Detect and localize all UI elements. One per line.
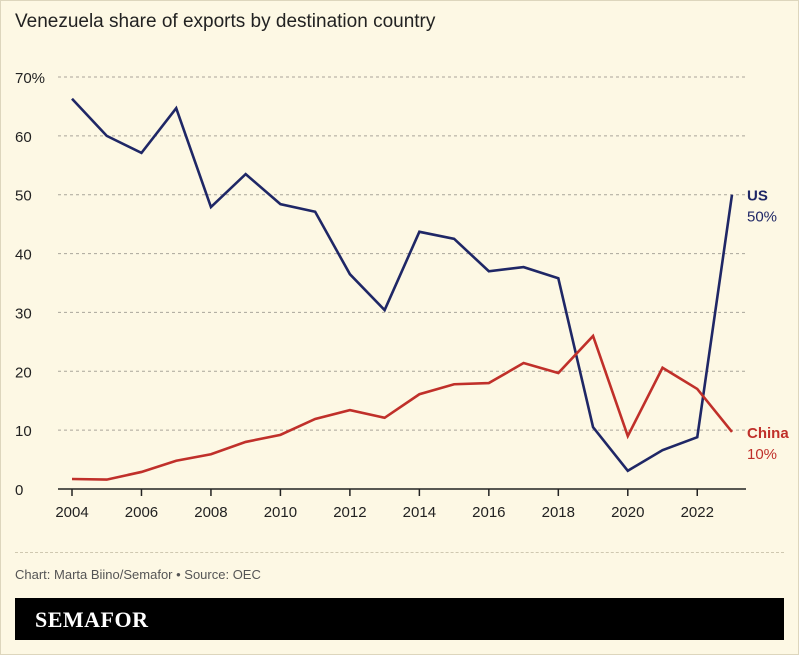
- x-tick-label: 2008: [194, 504, 227, 521]
- series-line-china: [71, 333, 734, 481]
- x-tick-label: 2020: [611, 504, 644, 521]
- x-tick-label: 2018: [542, 504, 575, 521]
- y-tick-label: 20: [15, 364, 32, 381]
- y-tick-label: 0: [15, 482, 23, 499]
- y-tick-label: 50: [15, 188, 32, 205]
- series-end-value-china: 10%: [747, 446, 777, 463]
- x-tick-label: 2004: [55, 504, 88, 521]
- y-tick-label: 30: [15, 305, 32, 322]
- series-end-value-us: 50%: [747, 209, 777, 226]
- y-tick-label: 10: [15, 423, 32, 440]
- x-tick-label: 2016: [472, 504, 505, 521]
- y-tick-label: 40: [15, 247, 32, 264]
- line-chart: 0 10 20 30 40 50 60 70% 2004 2006 2008 2010 2012 2014…: [15, 70, 789, 521]
- x-tick-label: 2014: [403, 504, 436, 521]
- series-label-us: US: [747, 188, 768, 205]
- x-tick-label: 2012: [333, 504, 366, 521]
- brand-bar: SEMAFOR: [15, 598, 784, 640]
- semafor-logo: SEMAFOR: [35, 607, 149, 632]
- x-tick-label: 2006: [125, 504, 158, 521]
- series-label-china: China: [747, 425, 789, 442]
- y-tick-label: 60: [15, 129, 32, 146]
- divider: [15, 552, 784, 553]
- series-line-us: [71, 97, 734, 473]
- chart-title: Venezuela share of exports by destinatio…: [15, 11, 436, 32]
- y-tick-label: 70%: [15, 70, 45, 87]
- source-note: Chart: Marta Biino/Semafor • Source: OEC: [15, 567, 261, 582]
- x-tick-label: 2022: [681, 504, 714, 521]
- x-tick-label: 2010: [264, 504, 297, 521]
